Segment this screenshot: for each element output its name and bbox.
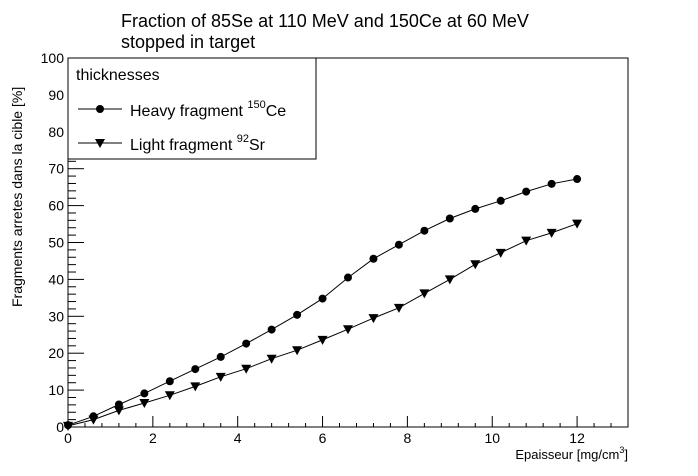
legend-label-heavy-main: Heavy fragment	[130, 103, 247, 120]
legend-label-heavy: Heavy fragment 150Ce	[130, 99, 286, 120]
x-axis-label-end: ]	[624, 447, 628, 462]
data-point	[266, 354, 277, 364]
data-point	[393, 303, 404, 313]
data-point	[521, 236, 532, 246]
data-point	[267, 325, 276, 334]
data-point	[496, 196, 505, 205]
x-axis-ticks: 0 2 4 6 8 10 12	[64, 416, 629, 446]
data-point	[318, 294, 327, 303]
data-point	[293, 310, 302, 319]
data-point	[495, 248, 506, 258]
legend-marker-light	[95, 139, 105, 148]
y-tick-label: 0	[56, 419, 64, 435]
x-tick-label: 4	[234, 430, 242, 446]
legend: thicknesses Heavy fragment 150Ce Light f…	[67, 57, 317, 160]
y-tick-label: 70	[48, 161, 64, 177]
legend-label-heavy-sup: 150	[247, 99, 265, 111]
data-point	[317, 335, 328, 345]
x-tick-label: 6	[319, 430, 327, 446]
y-tick-label: 90	[48, 87, 64, 103]
data-point	[573, 175, 582, 184]
legend-label-light-sup: 92	[237, 133, 249, 145]
data-point	[113, 406, 124, 416]
y-tick-label: 10	[48, 382, 64, 398]
data-point	[470, 260, 481, 270]
data-point	[241, 364, 252, 374]
y-tick-label: 20	[48, 345, 64, 361]
data-point	[165, 377, 174, 386]
data-point	[546, 228, 557, 238]
data-point	[190, 382, 201, 392]
data-point	[63, 421, 73, 431]
data-point	[343, 325, 353, 335]
data-point	[344, 273, 352, 282]
y-tick-label: 50	[48, 235, 64, 251]
data-point	[572, 219, 583, 229]
x-tick-label: 8	[403, 430, 411, 446]
data-point	[140, 389, 149, 398]
legend-label-light-suffix: Sr	[249, 137, 266, 154]
data-point	[139, 399, 150, 409]
y-tick-label: 100	[41, 50, 65, 66]
data-point	[394, 240, 403, 249]
data-point	[215, 372, 226, 382]
data-point	[88, 415, 99, 425]
legend-label-heavy-suffix: Ce	[266, 103, 287, 120]
x-tick-label: 12	[569, 430, 585, 446]
data-point	[445, 214, 454, 223]
data-point	[191, 365, 200, 374]
data-point	[444, 275, 455, 285]
data-point	[419, 289, 430, 299]
data-point	[242, 339, 251, 348]
series-layer	[63, 175, 583, 431]
data-point	[471, 204, 480, 213]
data-point	[368, 314, 379, 324]
y-tick-label: 30	[48, 308, 64, 324]
y-tick-label: 40	[48, 271, 64, 287]
data-point	[522, 187, 531, 196]
series-heavy	[64, 175, 582, 430]
data-point	[216, 352, 225, 361]
y-axis-label: Fragments arretes dans la cible [%]	[9, 87, 25, 307]
x-axis-label: Epaisseur [mg/cm3]	[515, 445, 628, 462]
y-tick-label: 80	[48, 124, 64, 140]
x-axis-label-main: Epaisseur [mg/cm	[515, 447, 619, 462]
chart-title-line1: Fraction of 85Se at 110 MeV and 150Ce at…	[121, 11, 529, 31]
legend-title: thicknesses	[76, 67, 160, 84]
legend-marker-heavy	[96, 105, 104, 113]
chart-title-line2: stopped in target	[121, 32, 255, 52]
data-point	[292, 346, 303, 356]
data-point	[369, 254, 378, 263]
legend-label-light-main: Light fragment	[130, 137, 237, 154]
x-tick-label: 10	[484, 430, 500, 446]
x-axis-label-sup: 3	[619, 445, 624, 455]
data-point	[420, 226, 429, 235]
data-point	[164, 391, 175, 401]
legend-label-light: Light fragment 92Sr	[130, 133, 266, 154]
x-tick-label: 0	[64, 430, 72, 446]
data-point	[547, 179, 556, 188]
y-tick-label: 60	[48, 198, 64, 214]
series-light	[63, 219, 583, 431]
x-tick-label: 2	[149, 430, 157, 446]
